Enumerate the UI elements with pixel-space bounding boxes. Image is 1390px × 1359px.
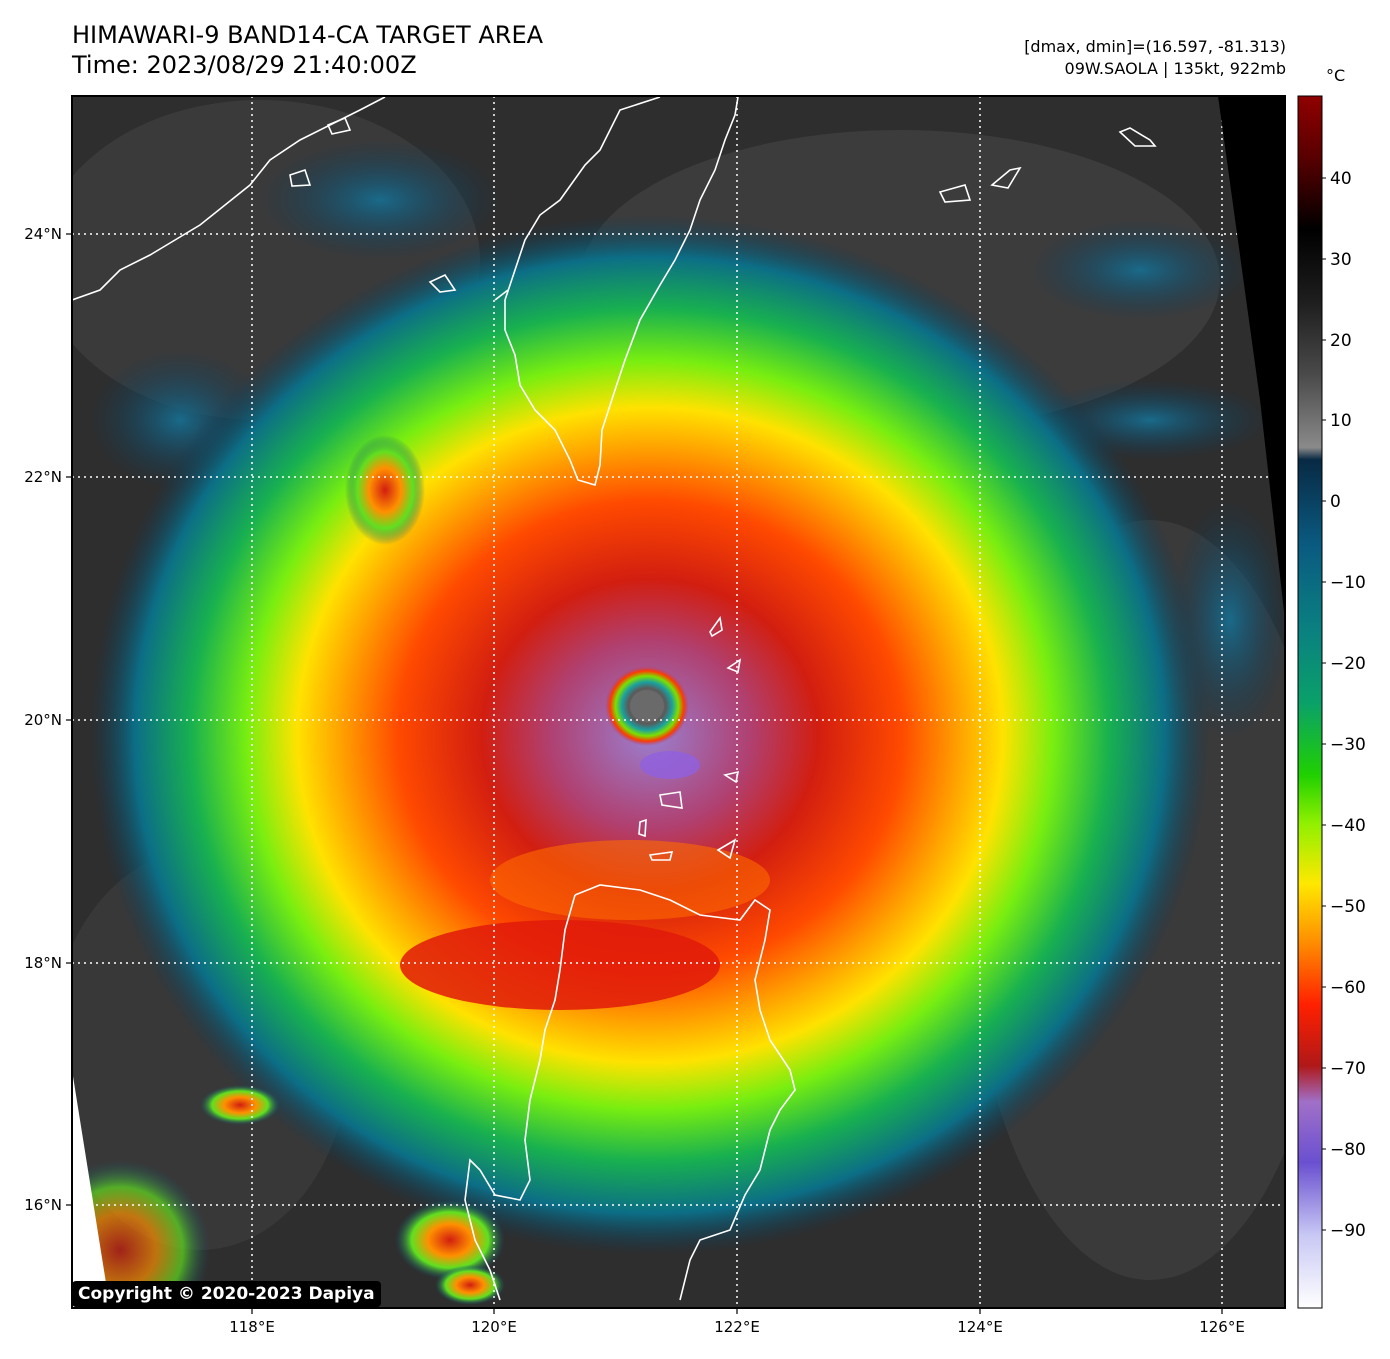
graticule: [72, 96, 1285, 1308]
lat-label-22n: 22°N: [24, 468, 62, 486]
cbar-tick-minus10: −10: [1330, 573, 1366, 593]
cbar-tick-minus50: −50: [1330, 897, 1366, 917]
colorbar-scale: [1297, 95, 1323, 1309]
lat-label-24n: 24°N: [24, 225, 62, 243]
cbar-tick-minus90: −90: [1330, 1221, 1366, 1241]
lat-label-16n: 16°N: [24, 1196, 62, 1214]
colorbar: 40 30 20 10 0 −10 −20 −30 −40 −50 −60 −7…: [1297, 95, 1366, 1309]
copyright-badge: Copyright © 2020-2023 Dapiya: [72, 1281, 381, 1307]
lat-label-18n: 18°N: [24, 954, 62, 972]
cbar-tick-minus80: −80: [1330, 1140, 1366, 1160]
colorbar-unit: °C: [1326, 66, 1346, 85]
ir-imagery: [72, 96, 1285, 1308]
cbar-tick-0: 0: [1330, 492, 1341, 512]
cbar-tick-minus40: −40: [1330, 816, 1366, 836]
lon-label-122e: 122°E: [714, 1318, 760, 1336]
cbar-tick-minus70: −70: [1330, 1059, 1366, 1079]
figure-title: HIMAWARI-9 BAND14-CA TARGET AREA Time: 2…: [72, 20, 543, 80]
cbar-tick-10: 10: [1330, 411, 1352, 431]
storm-info: [dmax, dmin]=(16.597, -81.313) 09W.SAOLA…: [1024, 36, 1286, 80]
info-line-1: [dmax, dmin]=(16.597, -81.313): [1024, 37, 1286, 56]
map-frame: [71, 95, 1286, 1309]
title-line-1: HIMAWARI-9 BAND14-CA TARGET AREA: [72, 21, 544, 49]
cbar-tick-40: 40: [1330, 169, 1352, 189]
cbar-tick-minus20: −20: [1330, 654, 1366, 674]
cbar-tick-20: 20: [1330, 331, 1352, 351]
cbar-tick-minus30: −30: [1330, 735, 1366, 755]
title-line-2: Time: 2023/08/29 21:40:00Z: [72, 51, 417, 79]
lon-label-118e: 118°E: [229, 1318, 275, 1336]
cbar-tick-30: 30: [1330, 250, 1352, 270]
lat-label-20n: 20°N: [24, 711, 62, 729]
info-line-2: 09W.SAOLA | 135kt, 922mb: [1064, 59, 1286, 78]
lon-label-124e: 124°E: [957, 1318, 1003, 1336]
lon-label-126e: 126°E: [1199, 1318, 1245, 1336]
cbar-tick-minus60: −60: [1330, 978, 1366, 998]
lon-label-120e: 120°E: [471, 1318, 517, 1336]
